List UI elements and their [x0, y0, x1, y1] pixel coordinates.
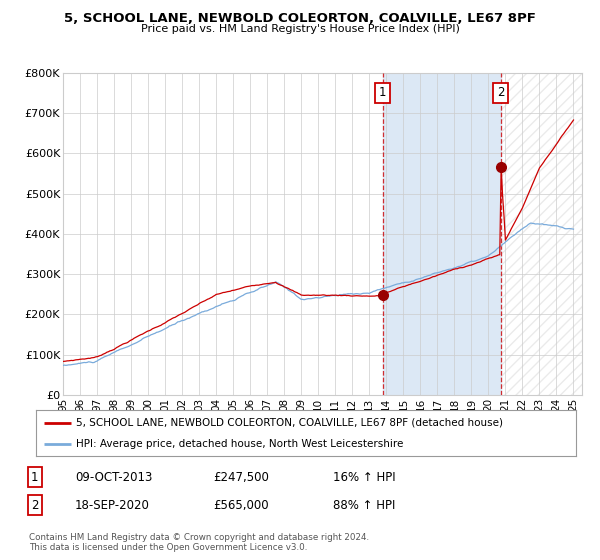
- Text: 88% ↑ HPI: 88% ↑ HPI: [333, 498, 395, 512]
- Text: 09-OCT-2013: 09-OCT-2013: [75, 470, 152, 484]
- Bar: [500, 73, 582, 395]
- Text: £565,000: £565,000: [213, 498, 269, 512]
- Text: 16% ↑ HPI: 16% ↑ HPI: [333, 470, 395, 484]
- Text: This data is licensed under the Open Government Licence v3.0.: This data is licensed under the Open Gov…: [29, 543, 307, 552]
- Text: Price paid vs. HM Land Registry's House Price Index (HPI): Price paid vs. HM Land Registry's House …: [140, 24, 460, 34]
- Bar: [383, 73, 500, 395]
- Text: £247,500: £247,500: [213, 470, 269, 484]
- Text: Contains HM Land Registry data © Crown copyright and database right 2024.: Contains HM Land Registry data © Crown c…: [29, 533, 369, 542]
- Text: 1: 1: [379, 86, 386, 100]
- Text: 18-SEP-2020: 18-SEP-2020: [75, 498, 150, 512]
- Text: 5, SCHOOL LANE, NEWBOLD COLEORTON, COALVILLE, LE67 8PF: 5, SCHOOL LANE, NEWBOLD COLEORTON, COALV…: [64, 12, 536, 25]
- Text: 2: 2: [497, 86, 505, 100]
- Text: 2: 2: [31, 498, 38, 512]
- Text: 1: 1: [31, 470, 38, 484]
- Text: 5, SCHOOL LANE, NEWBOLD COLEORTON, COALVILLE, LE67 8PF (detached house): 5, SCHOOL LANE, NEWBOLD COLEORTON, COALV…: [77, 418, 503, 428]
- Bar: [500, 73, 582, 395]
- Text: HPI: Average price, detached house, North West Leicestershire: HPI: Average price, detached house, Nort…: [77, 439, 404, 449]
